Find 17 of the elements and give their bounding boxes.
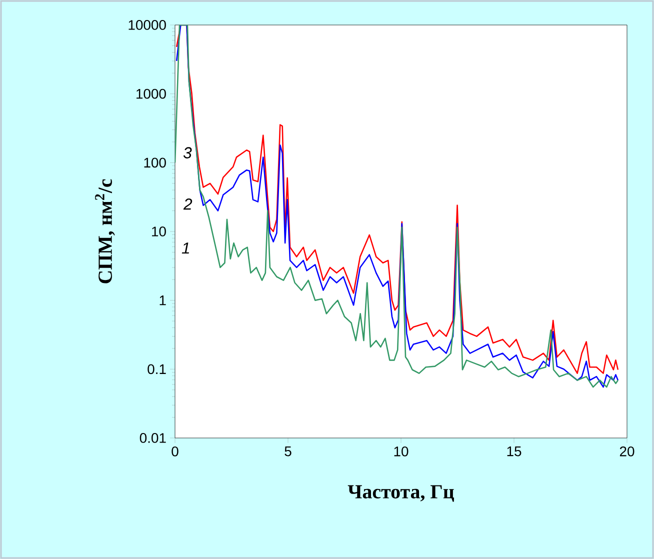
y-tick-label: 100 [144, 158, 166, 168]
series-label: 1 [182, 242, 189, 254]
y-axis-title: СПМ, нм$^{2}$/с [95, 179, 115, 284]
y-tick-label: 10000 [128, 20, 166, 30]
x-axis-title: Частота, Гц [348, 485, 454, 502]
x-tick-label: 0 [172, 446, 178, 456]
y-tick-label: 10 [152, 226, 166, 236]
y-tick-label: 1000 [136, 88, 166, 99]
x-tick-label: 5 [284, 446, 292, 456]
x-tick-label: 10 [394, 446, 408, 456]
x-tick-label: 15 [507, 446, 522, 456]
series-label: 2 [183, 198, 192, 210]
series-label: 3 [183, 147, 192, 158]
y-tick-label: 0.1 [148, 364, 166, 374]
x-tick-label: 20 [620, 446, 634, 456]
y-tick-label: 1 [160, 296, 166, 306]
y-tick-label: 0.01 [140, 433, 166, 443]
